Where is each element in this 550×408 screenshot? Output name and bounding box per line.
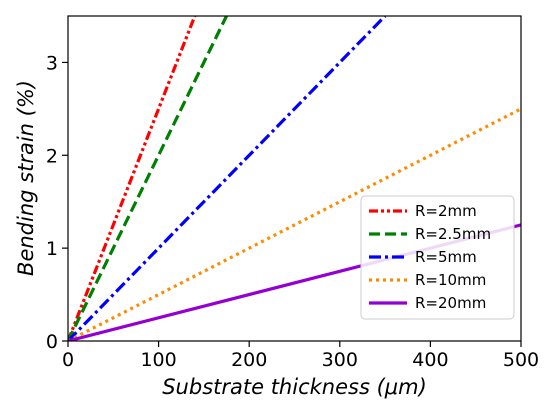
x-axis-label: Substrate thickness (μm) (162, 375, 427, 399)
y-tick-label: 0 (46, 331, 58, 353)
x-tick-label: 100 (140, 349, 176, 371)
x-tick-label: 300 (322, 349, 358, 371)
x-tick-label: 400 (412, 349, 448, 371)
series-line-r-10mm (68, 107, 521, 341)
y-tick-label: 1 (46, 238, 58, 260)
y-tick-label: 3 (46, 52, 58, 74)
series-line-r-2.5mm (68, 16, 228, 341)
legend-label: R=2.5mm (415, 225, 491, 243)
plot-frame (67, 15, 522, 342)
legend-box (360, 195, 515, 320)
x-tick-label: 500 (503, 349, 539, 371)
legend-label: R=10mm (415, 271, 486, 289)
legend-label: R=2mm (415, 202, 477, 220)
y-axis-label: Bending strain (%) (14, 80, 38, 276)
series-line-r-5mm (68, 16, 387, 341)
legend: R=2mm R=2.5mm R=5mm R=10mm R=20mm (360, 195, 515, 320)
y-tick-label: 2 (46, 145, 58, 167)
x-tick-label: 0 (62, 349, 74, 371)
x-tick-label: 200 (231, 349, 267, 371)
ticks-layer: 0 100 200 300 400 500 0 1 2 3 (46, 52, 539, 371)
series-line-r-2mm (68, 16, 197, 341)
legend-label: R=20mm (415, 294, 486, 312)
legend-label: R=5mm (415, 248, 477, 266)
